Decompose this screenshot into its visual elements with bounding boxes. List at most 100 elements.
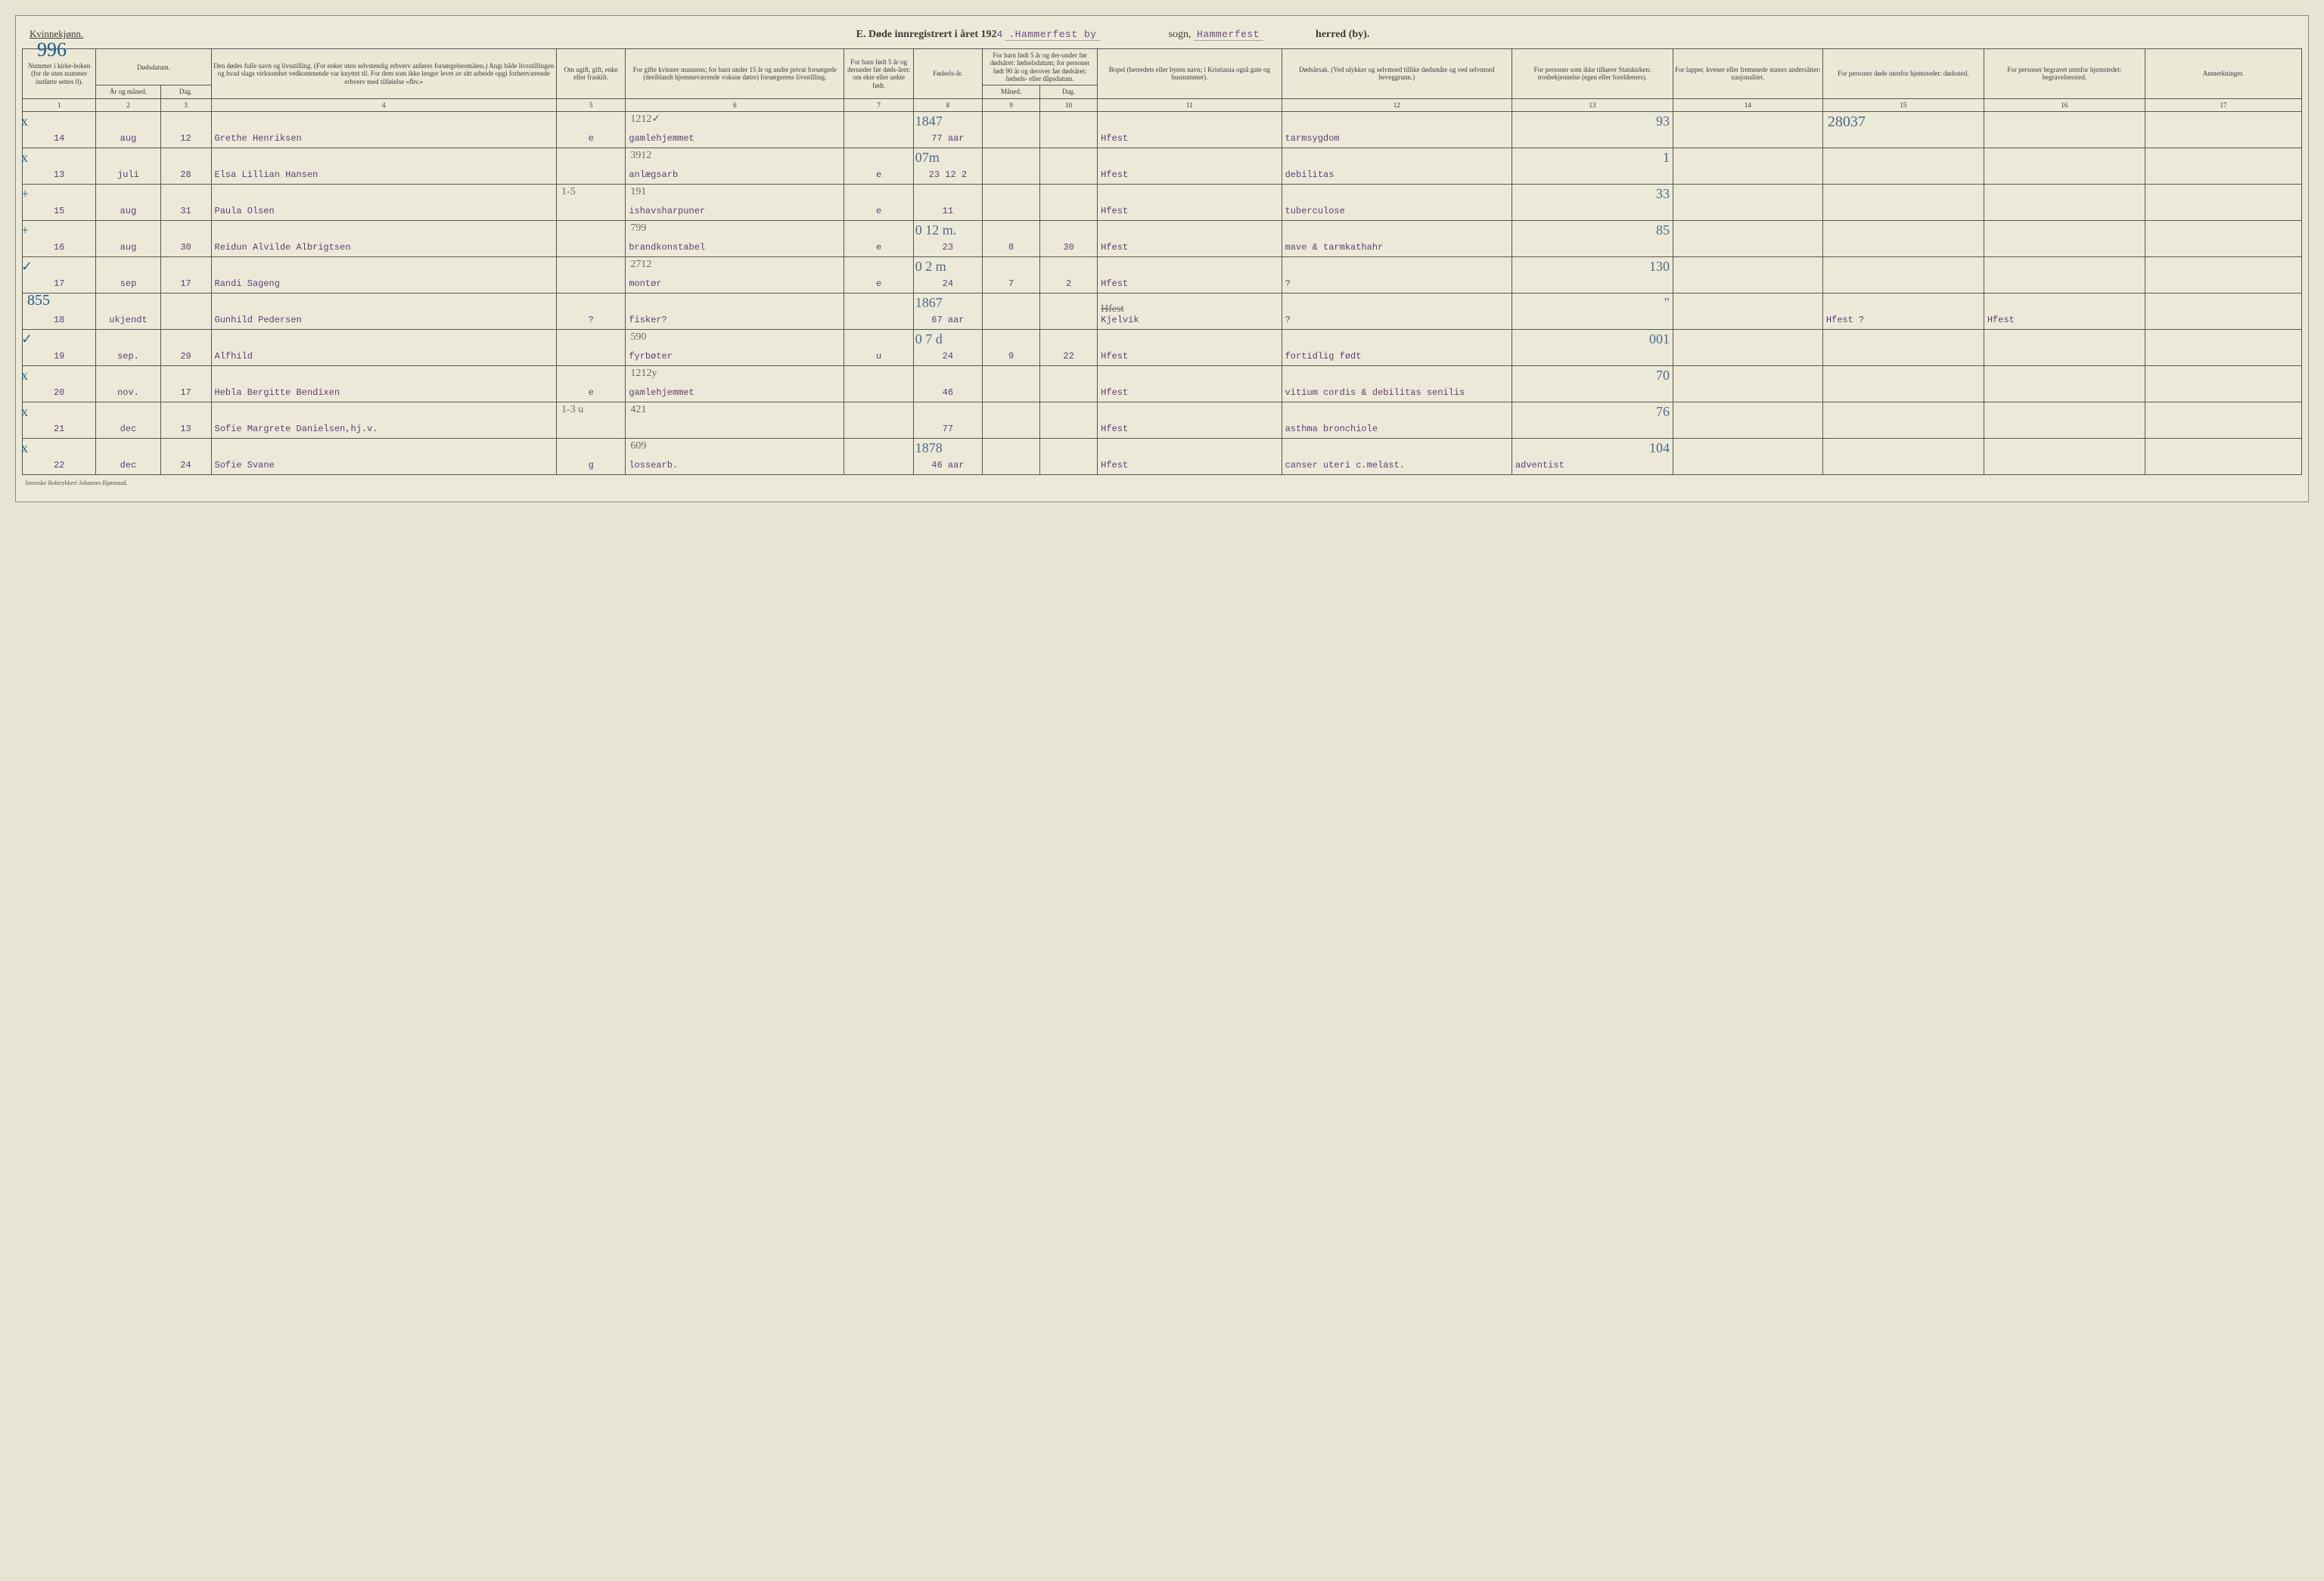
cell: Hfest: [1098, 402, 1282, 439]
cell: 85518: [23, 294, 96, 330]
col-header-8b: Dag.: [1040, 85, 1098, 98]
hand-age: 07m: [915, 150, 940, 166]
cell: [2145, 221, 2301, 257]
cell: 70: [1512, 366, 1673, 402]
cell-text: 24: [180, 460, 191, 471]
cell: 609lossearb.: [626, 439, 844, 475]
cell-text: tarmsygdom: [1285, 133, 1340, 144]
cell: Hfest: [1098, 221, 1282, 257]
cell: [1822, 257, 1984, 294]
cell: [1822, 330, 1984, 366]
cell: 07m 23 12 2: [913, 148, 982, 185]
cell-text: 2: [1066, 278, 1071, 289]
cell-text: 14: [54, 133, 64, 144]
cell: Hfest: [1098, 366, 1282, 402]
bopel-struck: Hfest: [1101, 303, 1279, 315]
cell: [1984, 112, 2145, 148]
cell: Reidun Alvilde Albrigtsen: [211, 221, 557, 257]
cell-text: 23 12 2: [929, 169, 967, 180]
pencil-note: 609: [630, 440, 646, 452]
cell-text: dec: [120, 460, 137, 471]
cell: 29: [160, 330, 211, 366]
pencil-note: 3912: [630, 150, 651, 162]
cell-text: fisker?: [629, 315, 666, 325]
cell: aug: [96, 221, 160, 257]
cell-text: 13: [54, 169, 64, 180]
col-header-14: For personer begravet utenfor hjemstedet…: [1984, 49, 2145, 99]
cell: [983, 185, 1040, 221]
col-header-5: For gifte kvinner mannens; for barn unde…: [626, 49, 844, 99]
cell: [844, 439, 913, 475]
cell-text: 24: [943, 351, 953, 362]
cell-text: debilitas: [1285, 169, 1334, 180]
col-header-9: Bopel (herredets eller byens navn; i Kri…: [1098, 49, 1282, 99]
cell-text: 30: [1063, 242, 1073, 253]
cell-text: anlægsarb: [629, 169, 678, 180]
cell: HfestKjelvik: [1098, 294, 1282, 330]
hand-code: 001: [1649, 331, 1670, 347]
cell-text: 77: [943, 424, 953, 434]
cell-text: dec: [120, 424, 137, 434]
cell: Hfest: [1098, 330, 1282, 366]
cell: [983, 112, 1040, 148]
cell: [1673, 221, 1822, 257]
cell: Alfhild: [211, 330, 557, 366]
cell: x21: [23, 402, 96, 439]
cell: mave & tarmkathahr: [1282, 221, 1512, 257]
column-number-row: 1 2 3 4 5 6 7 8 9 10 11 12 13 14 15 16 1…: [23, 98, 2302, 111]
cell: Hfest: [1098, 148, 1282, 185]
cell-text: juli: [117, 169, 139, 180]
colnum: 8: [913, 98, 982, 111]
cell: [1673, 257, 1822, 294]
cell: [1822, 402, 1984, 439]
cell: Paula Olsen: [211, 185, 557, 221]
cell: ✓17: [23, 257, 96, 294]
hand-code: 104: [1649, 440, 1670, 456]
cell: 191ishavsharpuner: [626, 185, 844, 221]
table-row: x22dec24Sofie Svaneg609lossearb.187846 a…: [23, 439, 2302, 475]
cell-text: aug: [120, 133, 137, 144]
colnum: 13: [1512, 98, 1673, 111]
cell: 184777 aar: [913, 112, 982, 148]
cell: [1984, 330, 2145, 366]
tick-mark: x: [21, 404, 28, 420]
tick-mark: +: [21, 222, 29, 238]
cell: 421: [626, 402, 844, 439]
cell-text: 23: [943, 242, 953, 253]
cell: [2145, 330, 2301, 366]
register-page: Kvinnekjønn. 996 E. Døde innregistrert i…: [15, 15, 2309, 502]
cell: [1673, 402, 1822, 439]
cell: [1040, 294, 1098, 330]
cell-text: 7: [1008, 278, 1014, 289]
cell-text: 77 aar: [931, 133, 964, 144]
cell-text: adventist: [1515, 460, 1564, 471]
cell: 130: [1512, 257, 1673, 294]
cell: Hfest: [1098, 112, 1282, 148]
cell: Grethe Henriksen: [211, 112, 557, 148]
title-block: E. Døde innregistrert i året 1924 .Hamme…: [128, 29, 2098, 41]
hand-code: 93: [1656, 113, 1670, 129]
cell-text: e: [876, 169, 881, 180]
cell: 30: [160, 221, 211, 257]
cell: sep: [96, 257, 160, 294]
cell: +16: [23, 221, 96, 257]
hand-code: 85: [1656, 222, 1670, 238]
cell: x22: [23, 439, 96, 475]
hand-code: 28037: [1828, 113, 1866, 131]
cell: 31: [160, 185, 211, 221]
cell: [983, 402, 1040, 439]
cell: x13: [23, 148, 96, 185]
cell-text: Hfest: [1101, 387, 1128, 398]
cell-text: g: [589, 460, 594, 471]
cell: [983, 148, 1040, 185]
cell: 30: [1040, 221, 1098, 257]
colnum: 10: [1040, 98, 1098, 111]
cell-text: mave & tarmkathahr: [1285, 242, 1384, 253]
cell: [1984, 221, 2145, 257]
col-header-12: For lapper, kvener eller fremmede stater…: [1673, 49, 1822, 99]
col-header-8a: Måned.: [983, 85, 1040, 98]
cell: tuberculose: [1282, 185, 1512, 221]
cell: Gunhild Pedersen: [211, 294, 557, 330]
pencil-note: 1212y: [630, 368, 657, 380]
title-prefix: E. Døde innregistrert i året 192: [856, 29, 997, 40]
